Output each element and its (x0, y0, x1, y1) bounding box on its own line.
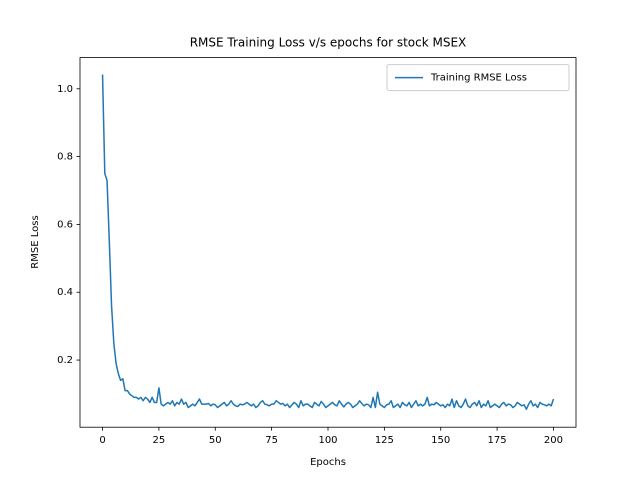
chart-title: RMSE Training Loss v/s epochs for stock … (190, 36, 467, 50)
line-series (101, 74, 555, 410)
x-tick-label: 150 (431, 435, 450, 446)
legend-label: Training RMSE Loss (430, 73, 527, 84)
x-tick-label: 75 (265, 435, 278, 446)
x-tick-label: 200 (544, 435, 563, 446)
y-tick-label: 1.0 (57, 84, 73, 95)
legend-box (386, 64, 570, 92)
x-tick-label: 125 (375, 435, 394, 446)
x-tick-label: 175 (488, 435, 507, 446)
x-tick-label: 50 (209, 435, 222, 446)
x-tick-label: 100 (318, 435, 337, 446)
plot-frame (79, 57, 577, 428)
x-tick-label: 25 (153, 435, 166, 446)
y-tick-label: 0.4 (57, 287, 73, 298)
y-axis-label: RMSE Loss (30, 215, 41, 268)
x-tick-label: 0 (99, 435, 105, 446)
y-tick-label: 0.6 (57, 219, 73, 230)
y-tick-label: 0.8 (57, 152, 73, 163)
y-tick-label: 0.2 (57, 355, 73, 366)
x-axis-label: Epochs (310, 457, 346, 468)
